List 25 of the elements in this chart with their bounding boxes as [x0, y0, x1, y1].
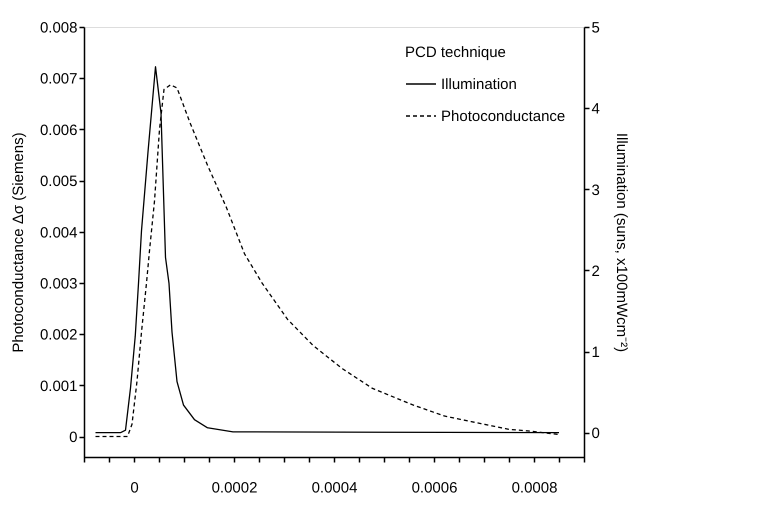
x-tick-label: 0.0004: [312, 480, 358, 496]
legend-label: Illumination: [441, 76, 517, 93]
y-tick-label: 0.002: [40, 326, 78, 344]
x-tick-label: 0.0006: [412, 480, 458, 496]
y2-axis-title: Illumination (suns, x100mWcm⁻²): [612, 132, 630, 352]
y-tick-label: 0.001: [40, 378, 78, 395]
y2-tick-label: 4: [592, 100, 600, 118]
y2-tick-label: 2: [592, 262, 600, 280]
y-tick-label: 0.006: [40, 122, 78, 139]
y-tick-label: 0.004: [40, 224, 78, 242]
y-tick-label: 0.003: [40, 275, 78, 292]
y-tick-label: 0: [69, 429, 78, 446]
y2-tick-label: 1: [592, 344, 600, 362]
y-axis-title: Photoconductance Δσ (Siemens): [10, 132, 27, 353]
x-tick-label: 0.0008: [512, 480, 558, 496]
x-tick-label: 0.0002: [212, 480, 258, 496]
y2-tick-label: 3: [592, 182, 600, 199]
y2-tick-label: 0: [592, 425, 600, 442]
y-tick-label: 0.008: [40, 20, 78, 36]
y2-tick-label: 5: [592, 20, 600, 36]
y-tick-label: 0.005: [40, 173, 78, 190]
legend-label: Photoconductance: [441, 108, 566, 125]
y-tick-label: 0.007: [40, 70, 78, 88]
legend-title: PCD technique: [405, 44, 506, 61]
x-tick-label: 0: [130, 480, 139, 496]
